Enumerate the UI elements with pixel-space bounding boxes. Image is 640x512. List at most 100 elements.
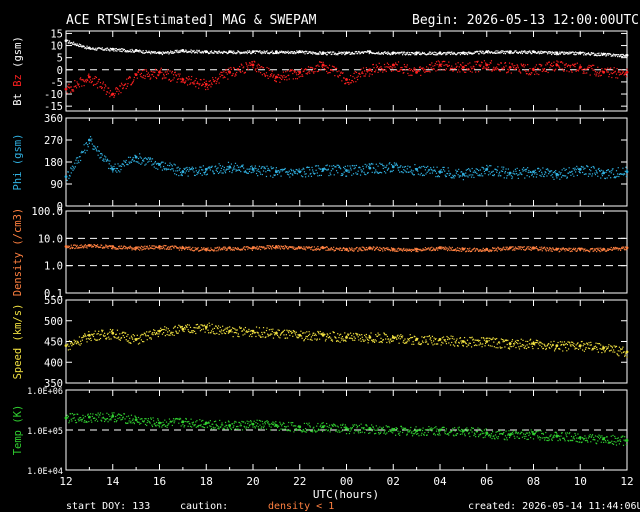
scatter-bt: [328, 51, 330, 54]
scatter-bz: [386, 62, 389, 64]
point-bz: [438, 63, 442, 67]
scatter-bt: [469, 52, 472, 55]
scatter-phi: [303, 168, 305, 170]
scatter-speed: [286, 329, 288, 331]
scatter-density: [251, 248, 253, 250]
scatter-speed: [558, 347, 560, 350]
scatter-density: [390, 249, 392, 252]
scatter-phi: [493, 175, 495, 177]
y-tick-label: -15: [44, 101, 63, 113]
scatter-bz: [496, 67, 498, 70]
scatter-speed: [228, 331, 230, 334]
scatter-phi: [118, 170, 120, 172]
scatter-bt: [620, 55, 622, 57]
scatter-speed: [154, 329, 156, 332]
scatter-density: [596, 247, 598, 249]
scatter-speed: [243, 328, 245, 330]
scatter-bt: [478, 53, 480, 55]
scatter-density: [344, 249, 346, 251]
scatter-density: [382, 250, 384, 252]
scatter-speed: [216, 327, 218, 329]
scatter-phi: [250, 166, 252, 168]
scatter-bz: [435, 61, 438, 63]
point-speed: [298, 333, 302, 337]
scatter-bt: [568, 51, 570, 53]
scatter-bz: [537, 67, 539, 70]
scatter-speed: [211, 323, 213, 325]
scatter-phi: [542, 167, 544, 169]
scatter-phi: [544, 171, 546, 173]
scatter-phi: [140, 157, 142, 159]
scatter-bz: [399, 70, 401, 72]
scatter-bt: [483, 53, 485, 55]
scatter-speed: [358, 339, 360, 341]
scatter-phi: [447, 172, 449, 175]
scatter-bz: [545, 64, 547, 66]
point-bz: [415, 70, 419, 74]
scatter-bz: [108, 92, 110, 94]
scatter-phi: [265, 171, 267, 173]
scatter-speed: [123, 336, 126, 339]
scatter-phi: [239, 166, 241, 168]
scatter-speed: [217, 325, 220, 327]
scatter-speed: [138, 337, 140, 340]
scatter-bt: [357, 52, 359, 55]
scatter-bt: [137, 50, 140, 52]
scatter-bz: [428, 70, 430, 72]
scatter-density: [484, 249, 487, 251]
scatter-phi: [452, 174, 454, 176]
scatter-bz: [205, 80, 207, 82]
scatter-bt: [185, 50, 187, 52]
scatter-bt: [122, 49, 124, 51]
scatter-phi: [279, 171, 281, 173]
scatter-bt: [106, 47, 109, 49]
scatter-density: [545, 250, 547, 252]
scatter-speed: [473, 341, 475, 344]
scatter-phi: [624, 170, 626, 172]
scatter-bz: [569, 65, 571, 67]
scatter-phi: [341, 174, 344, 176]
scatter-bz: [94, 76, 96, 78]
scatter-density: [83, 246, 85, 248]
scatter-phi: [481, 166, 483, 168]
scatter-bt: [127, 51, 129, 53]
scatter-speed: [213, 327, 216, 329]
scatter-speed: [347, 333, 349, 335]
scatter-bz: [406, 66, 408, 68]
scatter-bz: [313, 68, 315, 70]
scatter-bz: [141, 76, 143, 78]
scatter-speed: [486, 337, 488, 339]
scatter-bz: [106, 91, 109, 93]
scatter-density: [91, 245, 93, 247]
scatter-bz: [338, 70, 340, 72]
scatter-phi: [292, 169, 294, 171]
scatter-speed: [438, 339, 440, 342]
scatter-bt: [473, 52, 476, 54]
scatter-density: [569, 248, 571, 250]
scatter-bt: [435, 52, 437, 54]
scatter-bz: [122, 87, 124, 89]
scatter-density: [506, 246, 508, 248]
scatter-bt: [154, 51, 157, 53]
scatter-phi: [471, 167, 473, 170]
scatter-bz: [348, 83, 350, 85]
scatter-density: [143, 248, 145, 250]
scatter-bz: [220, 71, 222, 73]
scatter-bz: [314, 68, 317, 70]
scatter-bz: [305, 72, 307, 75]
scatter-speed: [329, 332, 331, 335]
scatter-speed: [554, 348, 556, 350]
scatter-phi: [447, 167, 449, 169]
scatter-speed: [479, 342, 481, 344]
scatter-density: [75, 247, 77, 249]
scatter-density: [131, 249, 133, 251]
scatter-bz: [351, 79, 353, 82]
scatter-bz: [269, 74, 272, 76]
scatter-phi: [120, 168, 122, 171]
scatter-density: [67, 245, 69, 247]
scatter-density: [320, 246, 322, 248]
scatter-speed: [178, 330, 180, 332]
scatter-phi: [122, 163, 124, 166]
scatter-bz: [425, 66, 428, 68]
scatter-phi: [265, 175, 268, 178]
